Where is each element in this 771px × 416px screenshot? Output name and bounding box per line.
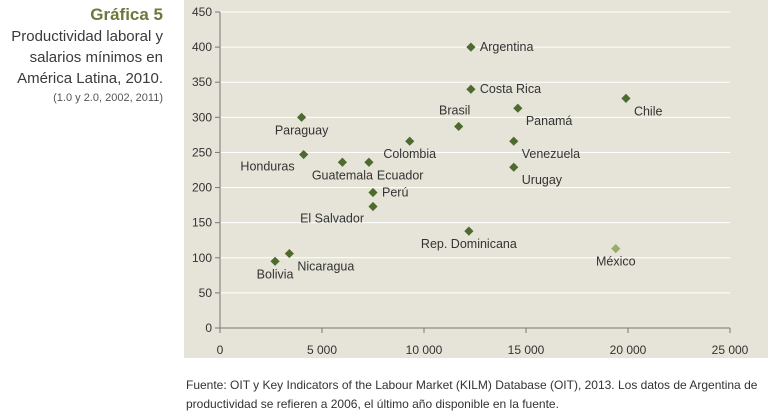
y-tick-label: 200 xyxy=(192,181,212,195)
point-chile xyxy=(621,93,631,103)
y-tick-label: 250 xyxy=(192,145,212,159)
point-panama xyxy=(513,103,523,113)
point-venezuela xyxy=(509,136,519,146)
source-note: Fuente: OIT y Key Indicators of the Labo… xyxy=(186,378,758,411)
point-label-el-salvador: El Salvador xyxy=(300,212,364,226)
x-tick-label: 5 000 xyxy=(307,343,337,357)
figure-note: (1.0 y 2.0, 2002, 2011) xyxy=(53,92,163,104)
point-label-peru: Perú xyxy=(382,185,408,199)
y-tick-label: 0 xyxy=(205,321,212,335)
figure-title: Productividad laboral y salarios mínimos… xyxy=(11,28,163,87)
point-costa-rica xyxy=(466,84,476,94)
x-tick-label: 0 xyxy=(217,343,224,357)
x-tick-label: 25 000 xyxy=(712,343,749,357)
point-label-guatemala: Guatemala xyxy=(312,168,373,182)
point-argentina xyxy=(466,42,476,52)
point-label-ecuador: Ecuador xyxy=(377,168,424,182)
point-label-panama: Panamá xyxy=(526,114,573,128)
y-tick-label: 450 xyxy=(192,5,212,19)
point-label-urugay: Urugay xyxy=(522,173,563,187)
scatter-chart: 0 50 100 150 200 250 300 350 400 450 0 5 000 10 000 1… xyxy=(184,0,768,358)
chart-background xyxy=(184,0,768,358)
point-label-paraguay: Paraguay xyxy=(275,123,329,137)
point-nicaragua xyxy=(284,248,294,259)
point-peru xyxy=(368,187,378,198)
point-label-bolivia: Bolivia xyxy=(257,267,294,281)
x-tick-label: 20 000 xyxy=(610,343,647,357)
point-label-costa-rica: Costa Rica xyxy=(480,82,541,96)
point-label-brasil: Brasil xyxy=(439,103,470,117)
point-label-rep-dominicana: Rep. Dominicana xyxy=(421,237,517,251)
x-tick-label: 10 000 xyxy=(406,343,443,357)
point-mexico xyxy=(611,244,621,254)
point-el-salvador xyxy=(368,201,378,212)
point-label-venezuela: Venezuela xyxy=(522,147,580,161)
point-label-nicaragua: Nicaragua xyxy=(297,260,354,274)
y-tick-label: 350 xyxy=(192,75,212,89)
figure-label: Gráfica 5 xyxy=(90,5,163,24)
point-label-honduras: Honduras xyxy=(240,160,294,174)
point-label-mexico: México xyxy=(596,255,636,269)
chart-caption: Gráfica 5 Productividad laboral y salari… xyxy=(0,4,163,105)
y-tick-label: 100 xyxy=(192,251,212,265)
x-tick-label: 15 000 xyxy=(508,343,545,357)
point-label-argentina: Argentina xyxy=(480,40,534,54)
point-brasil xyxy=(454,121,464,132)
point-label-colombia: Colombia xyxy=(383,147,436,161)
point-label-chile: Chile xyxy=(634,104,663,118)
point-urugay xyxy=(509,162,519,172)
point-rep-dominicana xyxy=(464,226,474,236)
y-tick-label: 150 xyxy=(192,216,212,230)
y-tick-label: 50 xyxy=(199,286,213,300)
y-tick-label: 300 xyxy=(192,110,212,124)
y-tick-label: 400 xyxy=(192,40,212,54)
